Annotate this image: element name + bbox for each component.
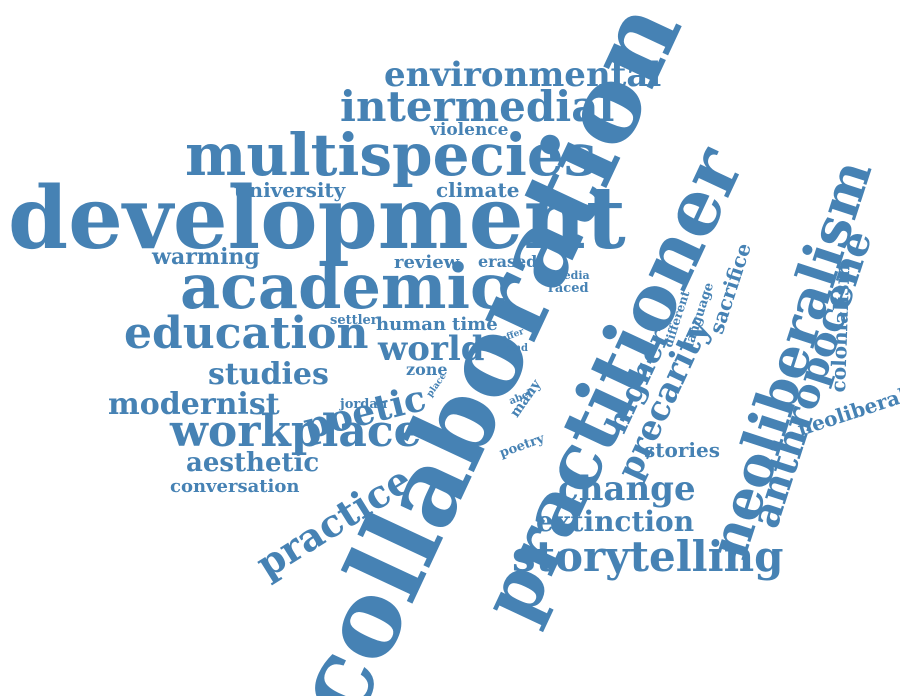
word-storytelling: storytelling — [512, 532, 784, 581]
word-erased: erased — [478, 252, 538, 271]
word-change: change — [558, 469, 696, 509]
word-modernist: modernist — [108, 387, 280, 422]
word-colonialism: colonialism — [826, 262, 855, 393]
word-media: media — [552, 269, 590, 282]
word-academic: academic — [180, 250, 508, 323]
word-review: review — [394, 252, 460, 273]
word-kind: kind — [503, 343, 528, 354]
word-settler: settler — [330, 313, 378, 328]
word-aesthetic: aesthetic — [186, 448, 320, 478]
word-intermedial: intermedial — [340, 82, 615, 131]
word-zone: zone — [406, 360, 448, 379]
word-violence: violence — [430, 120, 509, 140]
word-raced: raced — [548, 281, 589, 296]
word-climate: climate — [436, 178, 520, 202]
word-jordan: jordan — [340, 397, 388, 412]
word-time: time — [452, 314, 498, 335]
word-multispecies: multispecies — [185, 121, 597, 189]
word-conversation: conversation — [170, 476, 300, 497]
word-education: education — [124, 308, 369, 359]
word-studies: studies — [208, 357, 329, 392]
word-stories: stories — [644, 438, 720, 462]
word-world: world — [378, 329, 485, 369]
word-extinction: extinction — [536, 505, 695, 538]
word-warming: warming — [152, 244, 260, 270]
word-human: human — [376, 314, 446, 335]
word-development: development — [8, 168, 626, 269]
word-workplace: workplace — [170, 406, 422, 457]
word-university: university — [234, 178, 346, 202]
word-environmental: environmental — [384, 55, 662, 95]
